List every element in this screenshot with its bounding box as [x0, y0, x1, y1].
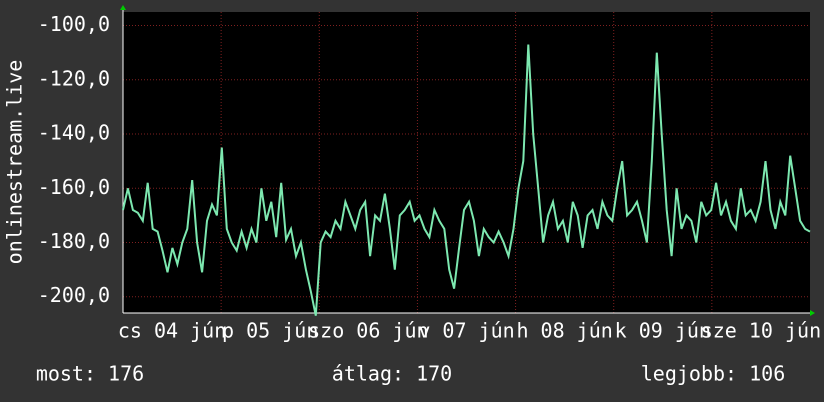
y-arrow: [120, 5, 126, 10]
y-tick-label: -120,0: [38, 66, 110, 90]
x-tick-label: p 05 jún: [222, 319, 318, 343]
x-tick-label: v 07 jún: [418, 319, 514, 343]
stat-current: most: 176: [36, 362, 144, 386]
y-tick-label: -180,0: [38, 229, 110, 253]
x-tick-label: h 08 jún: [516, 319, 612, 343]
stat-best: legjobb: 106: [641, 362, 786, 386]
y-axis-label: onlinestream.live: [3, 60, 27, 265]
x-tick-label: k 09 jún: [615, 319, 711, 343]
y-tick-label: -100,0: [38, 12, 110, 36]
y-tick-label: -140,0: [38, 121, 110, 145]
x-arrow: [810, 310, 815, 316]
data-line: [122, 44, 811, 316]
y-tick-label: -160,0: [38, 175, 110, 199]
x-tick-label: szo 06 jún: [308, 319, 428, 343]
stat-average: átlag: 170: [332, 362, 452, 386]
x-tick-label: cs 04 jún: [118, 319, 226, 343]
y-tick-label: -200,0: [38, 283, 110, 307]
plot-area: [123, 12, 810, 313]
x-tick-label: sze 10 jún: [701, 319, 821, 343]
